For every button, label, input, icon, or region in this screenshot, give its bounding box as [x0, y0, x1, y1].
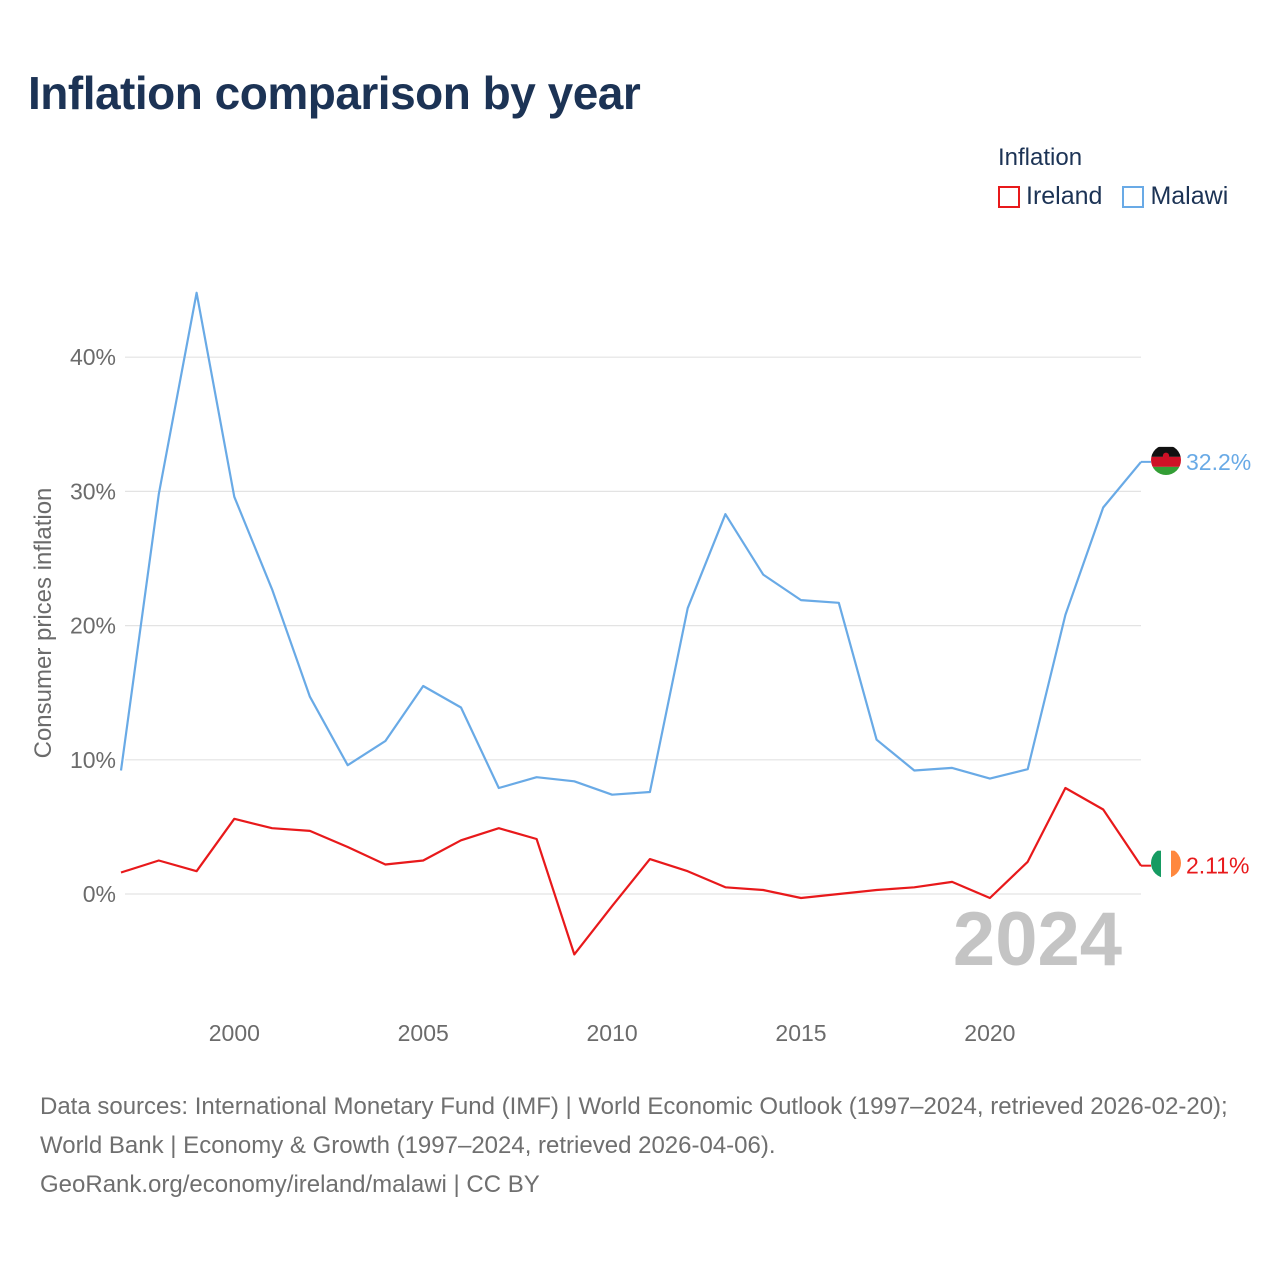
legend: Inflation Ireland Malawi — [998, 144, 1228, 211]
grid-lines — [125, 356, 1141, 895]
x-tick-labels: 2000 2005 2010 2015 2020 — [209, 1020, 1016, 1046]
chart-title: Inflation comparison by year — [28, 67, 641, 119]
legend-label-ireland: Ireland — [1026, 182, 1103, 210]
legend-swatch-malawi — [1122, 185, 1145, 208]
x-tick-label: 2005 — [398, 1020, 449, 1046]
x-tick-label: 2020 — [964, 1020, 1015, 1046]
malawi-flag-icon — [1151, 446, 1181, 475]
footer: Data sources: International Monetary Fun… — [40, 1087, 1250, 1204]
legend-swatch-ireland — [998, 185, 1020, 208]
y-tick-label: 20% — [70, 613, 116, 639]
series-line-ireland — [120, 786, 1142, 956]
ireland-flag-icon — [1151, 850, 1181, 878]
y-tick-label: 30% — [70, 478, 116, 504]
x-tick-label: 2010 — [587, 1020, 638, 1046]
series-line-malawi — [119, 291, 1142, 796]
y-axis-label: Consumer prices inflation — [30, 488, 57, 759]
end-markers: 2.11% 32.2% — [1141, 446, 1251, 879]
legend-item-malawi[interactable]: Malawi — [1122, 182, 1228, 211]
attribution-link[interactable]: GeoRank.org/economy/ireland/malawi | CC … — [40, 1171, 540, 1198]
x-tick-label: 2015 — [775, 1020, 826, 1046]
legend-item-ireland[interactable]: Ireland — [998, 182, 1102, 211]
y-tick-label: 0% — [83, 881, 116, 907]
y-tick-label: 40% — [70, 344, 116, 370]
y-tick-labels: 0% 10% 20% 30% 40% — [70, 344, 116, 907]
series-group — [119, 291, 1142, 956]
data-sources: Data sources: International Monetary Fun… — [40, 1093, 1228, 1159]
end-value-label-ireland: 2.11% — [1186, 853, 1250, 879]
legend-label-malawi: Malawi — [1150, 182, 1229, 210]
y-tick-label: 10% — [70, 747, 116, 773]
year-watermark: 2024 — [953, 897, 1122, 982]
line-chart: 0% 10% 20% 30% 40% 2000 2005 2010 2015 2020 Cons… — [30, 291, 1251, 1046]
end-value-label-malawi: 32.2% — [1186, 449, 1251, 475]
x-tick-label: 2000 — [209, 1020, 260, 1046]
legend-title: Inflation — [998, 144, 1083, 171]
